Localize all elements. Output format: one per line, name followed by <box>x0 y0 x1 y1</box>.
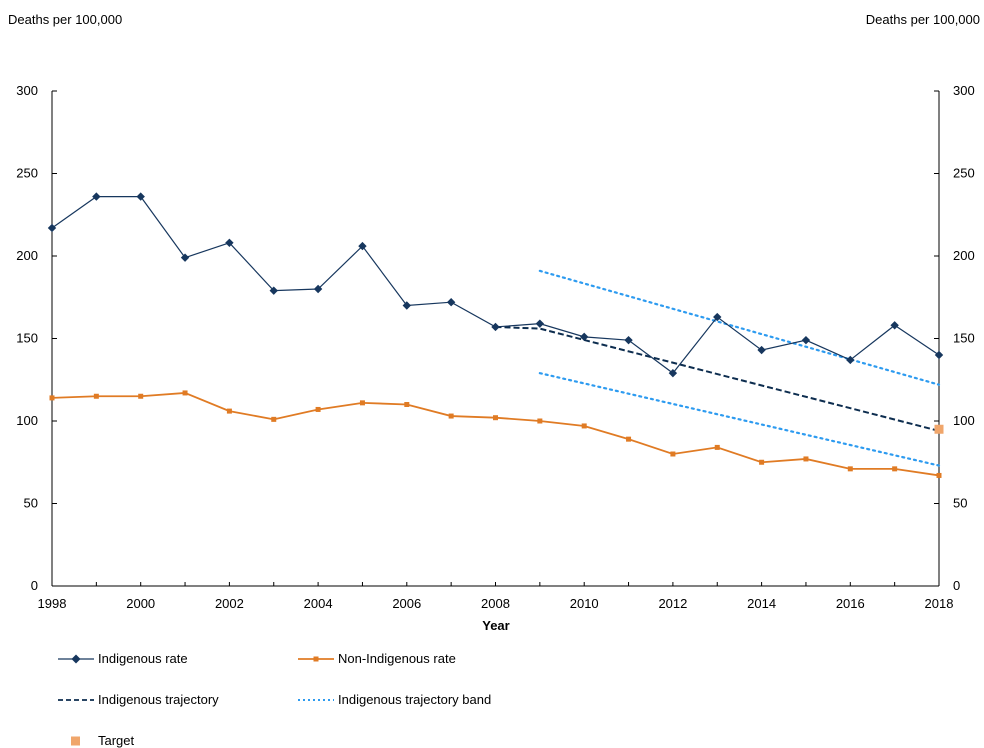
x-axis-label: Year <box>482 618 509 633</box>
legend-swatch-target <box>71 736 80 745</box>
x-axis-ticks: 1998 2000 2002 2004 2006 2008 2010 2012 2014 2016… <box>38 582 954 611</box>
legend-label-indigenous-trajectory: Indigenous trajectory <box>98 692 219 707</box>
indigenous-rate-point <box>580 332 589 342</box>
non-indigenous-rate-point <box>714 444 720 450</box>
legend-swatch-indigenous-rate <box>58 654 94 663</box>
x-tick-label: 2000 <box>126 596 155 611</box>
non-indigenous-rate-point <box>448 413 454 419</box>
indigenous-rate-point <box>47 223 57 233</box>
left-axis-ticks: 0 50 100 150 200 250 300 <box>16 83 57 593</box>
indigenous-rate-point <box>491 322 500 332</box>
legend-label-target: Target <box>98 733 135 748</box>
left-axis-unit-label: Deaths per 100,000 <box>8 12 123 27</box>
non-indigenous-rate-point <box>626 436 632 442</box>
series-layer <box>47 192 944 478</box>
non-indigenous-rate-point <box>936 472 942 478</box>
non-indigenous-rate-point <box>803 456 809 462</box>
x-tick-label: 2016 <box>836 596 865 611</box>
x-tick-label: 2010 <box>570 596 599 611</box>
indigenous-rate-point <box>313 284 323 294</box>
right-y-tick-label: 300 <box>953 83 975 98</box>
non-indigenous-rate-point <box>271 416 277 422</box>
right-axis-ticks: 0 50 100 150 200 250 300 <box>934 83 975 593</box>
indigenous-rate-point <box>402 301 411 310</box>
non-indigenous-rate-point <box>847 466 853 472</box>
indigenous-rate-point <box>358 241 367 251</box>
indigenous-rate-point <box>890 321 899 330</box>
indigenous-rate-point <box>624 335 633 345</box>
non-indigenous-rate-point <box>359 400 365 406</box>
legend-item-non-indigenous-rate: Non-Indigenous rate <box>298 651 456 666</box>
indigenous-rate-point <box>269 286 278 295</box>
x-tick-label: 2018 <box>925 596 954 611</box>
left-y-tick-label: 0 <box>31 578 38 593</box>
left-y-tick-label: 50 <box>24 496 38 511</box>
indigenous-rate-point <box>225 238 234 247</box>
left-y-tick-label: 100 <box>16 413 38 428</box>
legend-item-indigenous-trajectory-band: Indigenous trajectory band <box>298 692 491 707</box>
non-indigenous-rate-point <box>182 390 188 396</box>
right-y-tick-label: 50 <box>953 496 967 511</box>
legend-swatch-indigenous-trajectory-band <box>298 698 334 701</box>
non-indigenous-rate-point <box>315 406 321 412</box>
non-indigenous-rate-point <box>49 395 55 401</box>
legend-swatch-indigenous-trajectory <box>58 698 94 701</box>
indigenous-rate-point <box>934 350 944 360</box>
legend-item-indigenous-trajectory: Indigenous trajectory <box>58 692 219 707</box>
right-axis-unit-label: Deaths per 100,000 <box>865 12 980 27</box>
indigenous-rate-point <box>446 298 456 307</box>
indigenous-rate-point <box>92 192 101 201</box>
legend-item-target: Target <box>58 733 134 748</box>
x-tick-label: 2014 <box>747 596 776 611</box>
non-indigenous-rate-point <box>581 423 587 429</box>
left-y-tick-label: 250 <box>16 166 38 181</box>
right-y-tick-label: 250 <box>953 166 975 181</box>
target-point <box>934 424 944 434</box>
trajectory-band-line <box>538 372 941 467</box>
right-y-tick-label: 100 <box>953 413 975 428</box>
x-tick-label: 2002 <box>215 596 244 611</box>
indigenous-rate-point <box>136 192 145 201</box>
non-indigenous-rate-point <box>537 418 543 424</box>
left-y-tick-label: 200 <box>16 248 38 263</box>
right-y-tick-label: 0 <box>953 578 960 593</box>
legend-label-indigenous-rate: Indigenous rate <box>98 651 188 666</box>
trajectory-band-line <box>538 269 941 386</box>
non-indigenous-rate-line <box>51 392 940 477</box>
left-y-tick-label: 300 <box>16 83 38 98</box>
non-indigenous-rate-point <box>93 393 99 399</box>
x-tick-label: 2008 <box>481 596 510 611</box>
indigenous-rate-point <box>846 355 855 365</box>
non-indigenous-rate-point <box>138 393 144 399</box>
indigenous-rate-point <box>757 345 766 355</box>
x-tick-label: 1998 <box>38 596 67 611</box>
non-indigenous-rate-point <box>226 408 232 414</box>
non-indigenous-rate-point <box>670 451 676 457</box>
legend-item-indigenous-rate: Indigenous rate <box>58 651 188 666</box>
indigenous-rate-point <box>668 368 678 378</box>
x-tick-label: 2004 <box>304 596 333 611</box>
non-indigenous-rate-point <box>404 402 410 407</box>
non-indigenous-rate-point <box>892 466 898 472</box>
non-indigenous-rate-point <box>493 415 498 421</box>
right-y-tick-label: 150 <box>953 331 975 346</box>
legend-swatch-non-indigenous-rate <box>298 656 334 661</box>
indigenous-trajectory-line <box>495 325 940 432</box>
indigenous-rate-point <box>713 312 722 322</box>
legend-label-indigenous-trajectory-band: Indigenous trajectory band <box>338 692 492 707</box>
legend-label-non-indigenous-rate: Non-Indigenous rate <box>338 651 456 666</box>
x-tick-label: 2012 <box>658 596 687 611</box>
indigenous-rate-point <box>535 319 545 328</box>
right-y-tick-label: 200 <box>953 248 975 263</box>
indigenous-rate-point <box>180 253 190 262</box>
x-tick-label: 2006 <box>392 596 421 611</box>
left-y-tick-label: 150 <box>16 331 38 346</box>
indigenous-rate-point <box>801 335 811 345</box>
non-indigenous-rate-point <box>759 459 765 465</box>
